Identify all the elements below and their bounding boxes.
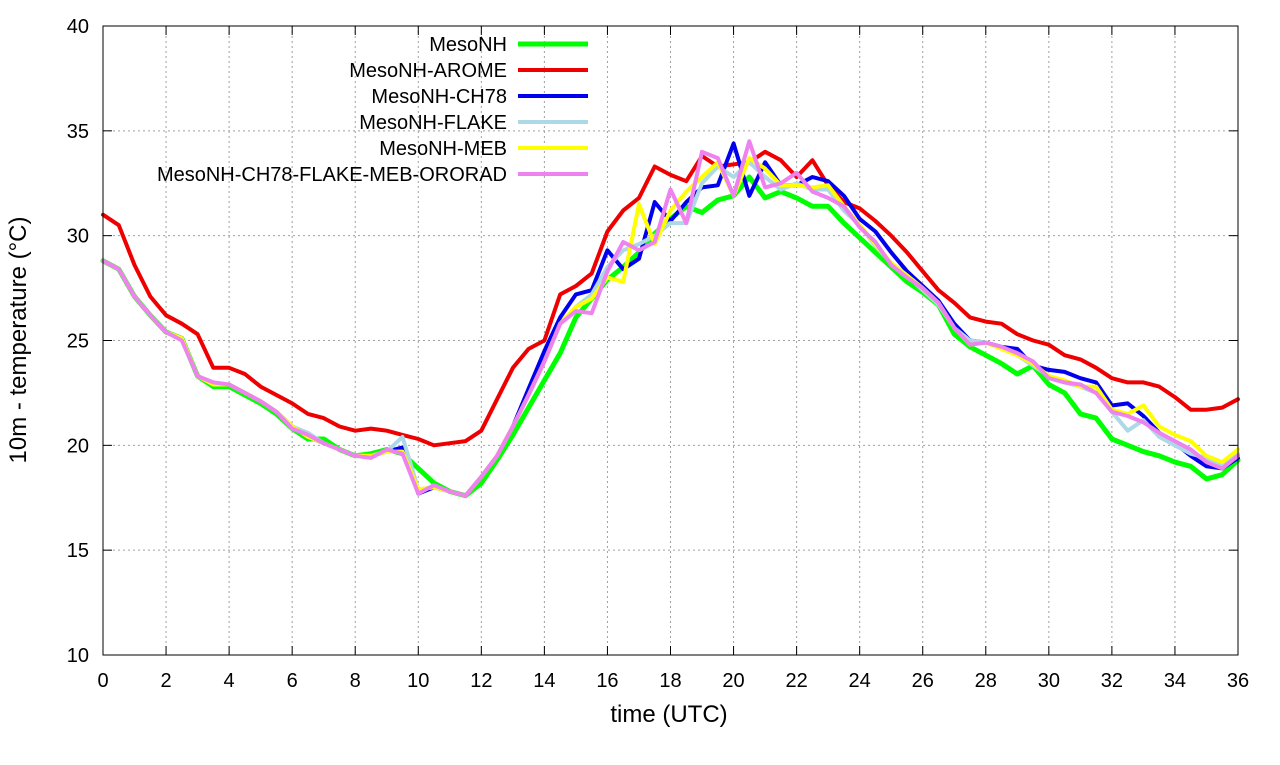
x-tick-labels: 0 2 4 6 8 10 12 14 16 18 20 22 24 26 28 30 32 34 36 bbox=[97, 670, 1249, 692]
x-tick-label: 20 bbox=[722, 670, 744, 692]
x-tick-label: 28 bbox=[975, 670, 997, 692]
x-tick-label: 4 bbox=[224, 670, 235, 692]
y-tick-label: 30 bbox=[67, 226, 89, 248]
series-line-5 bbox=[101, 139, 1240, 498]
x-tick-label: 14 bbox=[533, 670, 555, 692]
x-tick-label: 32 bbox=[1101, 670, 1123, 692]
y-tick-label: 15 bbox=[67, 540, 89, 562]
legend-label: MesoNH-MEB bbox=[379, 138, 507, 160]
y-tick-labels: 10 15 20 25 30 35 40 bbox=[67, 16, 89, 667]
grid bbox=[103, 26, 1238, 655]
x-axis-title: time (UTC) bbox=[610, 701, 727, 728]
x-tick-label: 6 bbox=[287, 670, 298, 692]
x-tick-label: 10 bbox=[407, 670, 429, 692]
x-tick-label: 36 bbox=[1227, 670, 1249, 692]
x-tick-label: 18 bbox=[659, 670, 681, 692]
x-tick-label: 30 bbox=[1038, 670, 1060, 692]
y-tick-label: 10 bbox=[67, 645, 89, 667]
legend-label: MesoNH-CH78 bbox=[371, 86, 507, 108]
x-tick-label: 34 bbox=[1164, 670, 1186, 692]
y-axis-title: 10m - temperature (°C) bbox=[5, 217, 32, 464]
y-tick-label: 25 bbox=[67, 331, 89, 353]
x-tick-label: 26 bbox=[912, 670, 934, 692]
x-tick-label: 22 bbox=[785, 670, 807, 692]
x-tick-label: 8 bbox=[350, 670, 361, 692]
tick-marks bbox=[102, 25, 1239, 656]
series-lines bbox=[100, 139, 1241, 499]
series-line-1 bbox=[101, 149, 1240, 448]
x-tick-label: 0 bbox=[97, 670, 108, 692]
y-tick-label: 35 bbox=[67, 121, 89, 143]
x-tick-label: 16 bbox=[596, 670, 618, 692]
x-tick-label: 12 bbox=[470, 670, 492, 692]
legend-label: MesoNH-AROME bbox=[349, 60, 507, 82]
x-tick-label: 2 bbox=[160, 670, 171, 692]
y-tick-label: 40 bbox=[67, 16, 89, 38]
x-tick-label: 24 bbox=[849, 670, 871, 692]
legend-label: MesoNH-FLAKE bbox=[359, 112, 507, 134]
legend: MesoNH MesoNH-AROME MesoNH-CH78 MesoNH-FLAK… bbox=[157, 34, 588, 186]
y-tick-label: 20 bbox=[67, 435, 89, 457]
legend-label: MesoNH-CH78-FLAKE-MEB-ORORAD bbox=[157, 164, 507, 186]
legend-label: MesoNH bbox=[429, 34, 507, 56]
